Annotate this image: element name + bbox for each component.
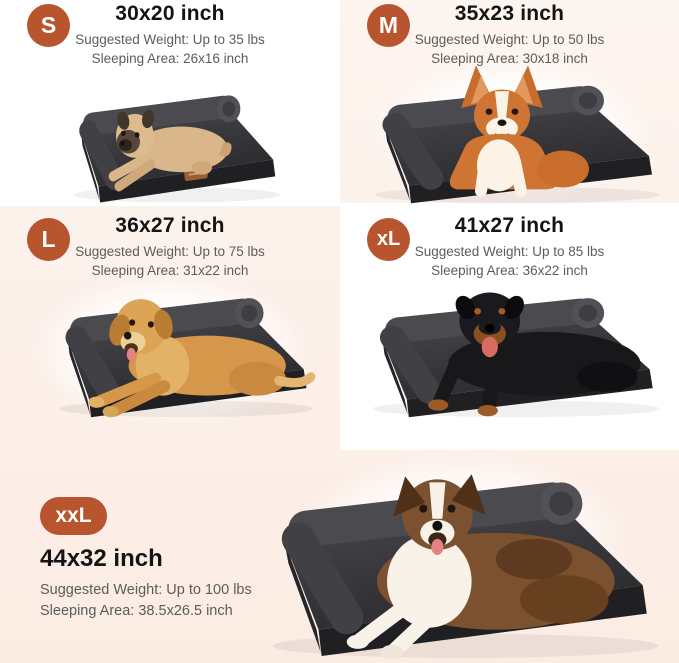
size-xxl-details: Suggested Weight: Up to 100 lbs Sleeping… (40, 580, 252, 622)
size-xl-badge: xL (367, 218, 410, 261)
size-l-dimensions: 36x27 inch (115, 214, 225, 237)
corgi-illustration (449, 65, 589, 197)
size-l-badge: L (27, 218, 70, 261)
size-xxl-sleeping-area: Sleeping Area: 38.5x26.5 inch (40, 603, 233, 619)
size-xl-dimensions: 41x27 inch (454, 214, 565, 237)
size-m-weight: Suggested Weight: Up to 50 lbs (414, 32, 605, 47)
size-l-weight: Suggested Weight: Up to 75 lbs (75, 244, 265, 259)
size-m-sleeping-area: Sleeping Area: 30x18 inch (431, 50, 588, 66)
size-s-dimensions: 30x20 inch (115, 2, 225, 25)
size-s-sleeping-area: Sleeping Area: 26x16 inch (91, 50, 249, 66)
size-xxl-badge: xxL (40, 497, 107, 535)
size-xl-sleeping-area: Sleeping Area: 36x22 inch (431, 262, 588, 278)
golden-retriever-illustration (88, 299, 316, 418)
size-s-badge: S (27, 4, 70, 47)
size-l-header: 36x27 inch Suggested Weight: Up to 75 lb… (0, 214, 340, 280)
size-xl-header: 41x27 inch Suggested Weight: Up to 85 lb… (340, 214, 679, 280)
size-m-header: 35x23 inch Suggested Weight: Up to 50 lb… (340, 2, 679, 68)
size-l-sleeping-area: Sleeping Area: 31x22 inch (91, 262, 249, 278)
rottweiler-illustration (428, 292, 641, 417)
size-xxl-dimensions: 44x32 inch (40, 545, 163, 572)
size-s-weight: Suggested Weight: Up to 35 lbs (75, 32, 265, 47)
size-xl-photo (342, 270, 676, 420)
size-xxl-weight: Suggested Weight: Up to 100 lbs (40, 582, 252, 598)
size-m-photo (345, 58, 675, 206)
size-l-photo (32, 270, 327, 420)
size-s-photo (52, 70, 292, 205)
australian-shepherd-illustration (346, 474, 615, 659)
size-xxl-photo (232, 440, 679, 662)
pug-illustration (108, 109, 232, 192)
size-m-badge: M (367, 4, 410, 47)
size-xl-weight: Suggested Weight: Up to 85 lbs (414, 244, 605, 259)
size-m-dimensions: 35x23 inch (454, 2, 565, 25)
size-s-header: 30x20 inch Suggested Weight: Up to 35 lb… (0, 2, 340, 68)
